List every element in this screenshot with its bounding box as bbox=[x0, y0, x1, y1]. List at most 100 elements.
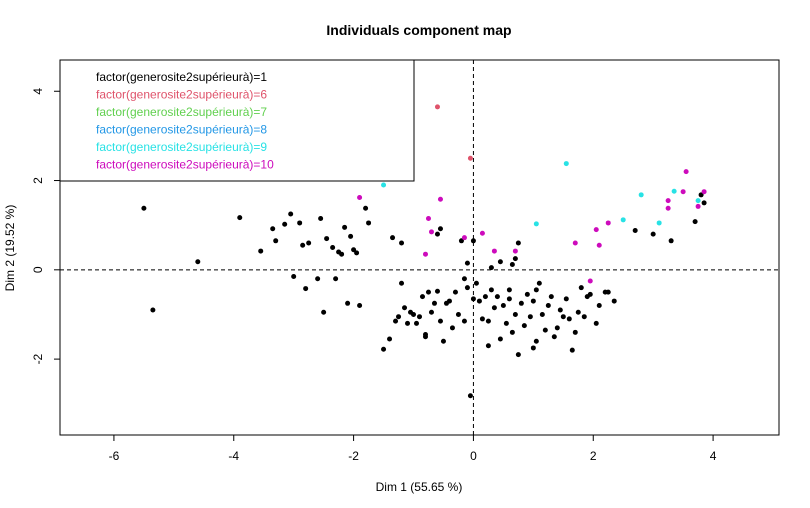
data-point bbox=[479, 230, 485, 236]
data-point bbox=[455, 311, 461, 317]
y-axis-label: Dim 2 (19.52 %) bbox=[3, 205, 17, 292]
data-point bbox=[387, 336, 393, 342]
data-point bbox=[464, 260, 470, 266]
data-point bbox=[354, 250, 360, 256]
data-point bbox=[324, 236, 330, 242]
data-point bbox=[461, 235, 467, 241]
data-point bbox=[467, 393, 473, 399]
data-point bbox=[485, 318, 491, 324]
data-point bbox=[464, 285, 470, 291]
data-point bbox=[509, 261, 515, 267]
data-point bbox=[500, 303, 506, 309]
data-point bbox=[419, 294, 425, 300]
data-point bbox=[533, 338, 539, 344]
data-point bbox=[488, 265, 494, 271]
data-point bbox=[357, 195, 363, 200]
data-point bbox=[503, 320, 509, 326]
data-point bbox=[297, 220, 303, 226]
data-point bbox=[695, 198, 701, 204]
data-point bbox=[366, 220, 372, 226]
data-point bbox=[303, 286, 309, 292]
legend: factor(generosite2supérieurà)=1 factor(ge… bbox=[59, 59, 415, 182]
data-point bbox=[497, 336, 503, 342]
data-point bbox=[425, 215, 431, 221]
y-axis: -2 0 2 4 bbox=[31, 88, 60, 364]
x-axis: -6 -4 -2 0 2 4 bbox=[109, 435, 717, 463]
data-point bbox=[348, 233, 354, 239]
data-point bbox=[399, 280, 405, 286]
data-point bbox=[141, 205, 147, 211]
data-point bbox=[554, 325, 560, 331]
data-point bbox=[434, 104, 440, 110]
data-point bbox=[668, 238, 674, 244]
data-point bbox=[701, 200, 707, 206]
data-point bbox=[671, 188, 677, 194]
data-point bbox=[575, 309, 581, 315]
data-point bbox=[512, 256, 518, 262]
data-point bbox=[665, 198, 671, 204]
data-point bbox=[587, 291, 593, 297]
data-point bbox=[237, 215, 243, 221]
x-tick-label: 2 bbox=[590, 449, 597, 463]
data-point bbox=[512, 248, 518, 254]
data-point bbox=[485, 343, 491, 349]
legend-entry: factor(generosite2supérieurà)=8 bbox=[96, 123, 267, 137]
data-point bbox=[521, 323, 527, 329]
legend-entry: factor(generosite2supérieurà)=6 bbox=[96, 88, 267, 102]
data-point bbox=[428, 309, 434, 315]
data-point bbox=[470, 296, 476, 302]
data-point bbox=[611, 298, 617, 304]
data-point bbox=[701, 189, 707, 195]
data-point bbox=[563, 161, 569, 167]
data-point bbox=[533, 221, 539, 227]
data-point bbox=[393, 318, 399, 324]
data-point bbox=[482, 294, 488, 300]
y-tick-label: -2 bbox=[31, 353, 45, 364]
x-tick-label: 0 bbox=[470, 449, 477, 463]
data-point bbox=[357, 303, 363, 309]
data-point bbox=[434, 288, 440, 294]
data-point bbox=[638, 192, 644, 198]
data-point bbox=[470, 238, 476, 244]
data-point bbox=[422, 251, 428, 257]
data-point bbox=[545, 303, 551, 309]
data-point bbox=[548, 294, 554, 300]
y-tick-label: 0 bbox=[31, 266, 45, 273]
data-point bbox=[288, 211, 294, 217]
data-point bbox=[351, 247, 357, 253]
data-point bbox=[695, 203, 701, 209]
data-point bbox=[461, 318, 467, 324]
legend-box bbox=[59, 59, 415, 182]
data-point bbox=[506, 296, 512, 302]
data-point bbox=[431, 300, 437, 306]
data-point bbox=[581, 314, 587, 320]
data-point bbox=[632, 228, 638, 234]
data-point bbox=[566, 316, 572, 322]
data-point bbox=[452, 289, 458, 295]
data-point bbox=[150, 307, 156, 313]
data-point bbox=[569, 347, 575, 353]
x-tick-label: -6 bbox=[109, 449, 120, 463]
data-point bbox=[315, 276, 321, 282]
x-tick-label: -2 bbox=[348, 449, 359, 463]
data-point bbox=[506, 287, 512, 293]
data-point bbox=[458, 238, 464, 244]
scatter-points bbox=[141, 104, 707, 399]
data-point bbox=[587, 278, 593, 284]
reference-lines bbox=[60, 60, 779, 435]
x-axis-label: Dim 1 (55.65 %) bbox=[376, 480, 463, 494]
data-point bbox=[411, 311, 417, 317]
data-point bbox=[437, 318, 443, 324]
data-point bbox=[345, 300, 351, 306]
data-point bbox=[306, 240, 312, 246]
data-point bbox=[605, 289, 611, 295]
x-tick-label: 4 bbox=[710, 449, 717, 463]
data-point bbox=[530, 298, 536, 304]
data-point bbox=[434, 231, 440, 237]
data-point bbox=[605, 220, 611, 226]
data-point bbox=[414, 320, 420, 326]
data-point bbox=[428, 229, 434, 235]
data-point bbox=[515, 240, 521, 246]
legend-entry: factor(generosite2supérieurà)=7 bbox=[96, 105, 267, 119]
data-point bbox=[425, 289, 431, 295]
